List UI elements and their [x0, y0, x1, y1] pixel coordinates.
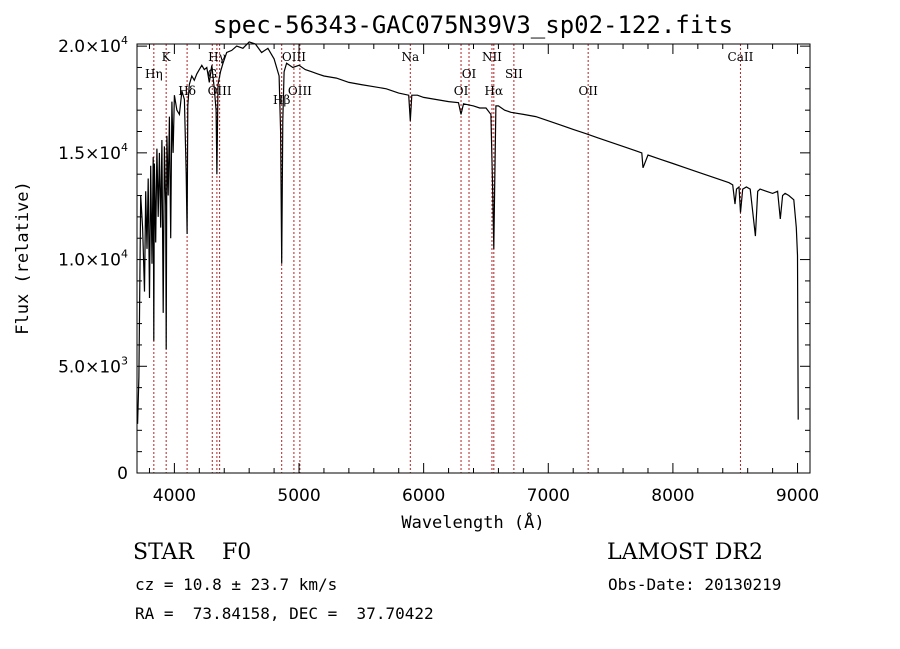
y-tick-label-2: 1.0×104 — [58, 248, 128, 271]
line-label-12: NII — [482, 50, 502, 64]
y-tick-label-0: 0 — [117, 464, 128, 484]
line-label-0: Hη — [145, 67, 163, 81]
y-tick-label-3: 1.5×104 — [58, 141, 128, 164]
line-label-8: OIII — [288, 84, 312, 98]
y-axis-label: Flux (relative) — [13, 181, 33, 335]
line-label-9: Na — [401, 50, 419, 64]
line-label-6: Hβ — [273, 93, 290, 107]
line-label-1: K — [162, 50, 172, 64]
line-label-11: OI — [462, 67, 477, 81]
x-axis-ticks: 4000 5000 6000 7000 8000 9000 — [148, 44, 819, 506]
survey-name: LAMOST DR2 — [607, 540, 763, 565]
line-label-16: CaII — [728, 50, 754, 64]
x-tick-label-5: 9000 — [776, 486, 819, 506]
line-label-13: Hα — [485, 84, 504, 98]
x-tick-label-1: 5000 — [277, 486, 320, 506]
y-axis-ticks: 0 5.0×103 1.0×104 1.5×104 2.0×104 — [58, 34, 810, 484]
x-tick-label-3: 7000 — [527, 486, 570, 506]
x-tick-label-2: 6000 — [402, 486, 445, 506]
line-label-5: OIII — [208, 84, 232, 98]
line-label-15: OII — [578, 84, 598, 98]
obs-date-text: Obs-Date: 20130219 — [608, 575, 782, 594]
plot-frame — [136, 43, 811, 474]
y-tick-label-4: 2.0×104 — [58, 34, 128, 57]
chart-title: spec-56343-GAC075N39V3_sp02-122.fits — [213, 11, 733, 39]
line-label-3: Hγ — [208, 50, 226, 64]
x-tick-label-4: 8000 — [651, 486, 694, 506]
coordinates-text: RA = 73.84158, DEC = 37.70422 — [135, 604, 434, 623]
emission-line-labels: HηKHδHγGOIIIHβOIIIOIIINaOIOINIIHαSIIOIIC… — [145, 50, 754, 107]
line-label-14: SII — [505, 67, 523, 81]
line-label-7: OIII — [282, 50, 306, 64]
y-tick-label-1: 5.0×103 — [58, 354, 128, 377]
object-class: STAR F0 — [133, 540, 252, 565]
velocity-text: cz = 10.8 ± 23.7 km/s — [135, 575, 338, 594]
line-label-10: OI — [454, 84, 469, 98]
flux-series-line — [137, 41, 799, 424]
x-axis-label: Wavelength (Å) — [401, 511, 544, 533]
emission-line-markers — [153, 44, 741, 473]
x-tick-label-0: 4000 — [153, 486, 196, 506]
